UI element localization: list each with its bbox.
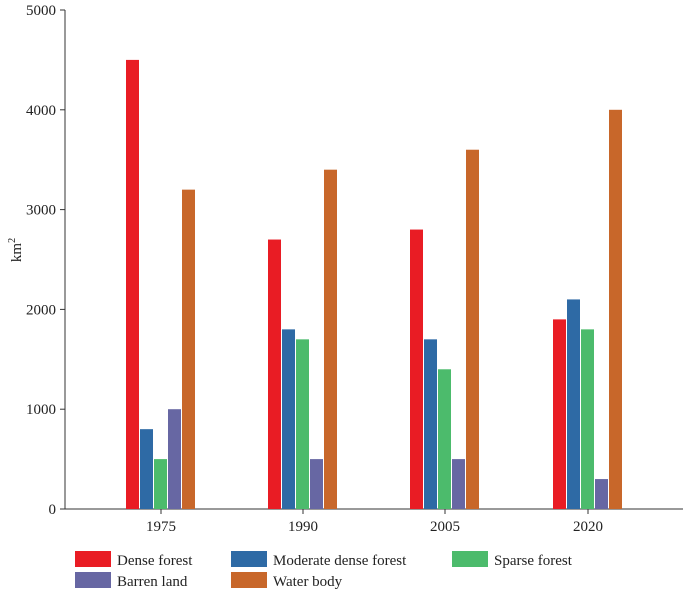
axes: 0 1000 2000 3000 4000 5000 km2 1975 1990 2005 2020 bbox=[7, 3, 683, 535]
legend: Dense forest Moderate dense forest Sparse … bbox=[75, 551, 573, 590]
bar-water-body-1975 bbox=[182, 189, 195, 509]
x-tick-label: 1975 bbox=[146, 519, 176, 535]
bar-water-body-2020 bbox=[609, 109, 622, 510]
bar-dense-forest-2005 bbox=[410, 229, 423, 509]
legend-swatch-water-body bbox=[231, 572, 267, 588]
bar-dense-forest-2020 bbox=[553, 319, 566, 509]
legend-label-sparse-forest: Sparse forest bbox=[494, 553, 573, 569]
x-tick-label: 2020 bbox=[573, 519, 603, 535]
bar-dense-forest-1975 bbox=[126, 59, 139, 510]
legend-label-moderate-dense-forest: Moderate dense forest bbox=[273, 553, 407, 569]
x-tick-label: 2005 bbox=[430, 519, 460, 535]
bar-sparse-forest-2020 bbox=[581, 329, 594, 509]
y-tick-label: 5000 bbox=[26, 3, 56, 19]
y-tick-label: 0 bbox=[49, 502, 57, 518]
bar-barren-land-2020 bbox=[595, 479, 608, 509]
y-tick-label: 3000 bbox=[26, 203, 56, 219]
bar-barren-land-1975 bbox=[168, 409, 181, 509]
bar-barren-land-2005 bbox=[452, 459, 465, 509]
bar-moderate-dense-forest-2020 bbox=[567, 299, 580, 509]
legend-swatch-dense-forest bbox=[75, 551, 111, 567]
bar-sparse-forest-2005 bbox=[438, 369, 451, 509]
bar-barren-land-1990 bbox=[310, 459, 323, 509]
y-tick-label: 4000 bbox=[26, 103, 56, 119]
bars bbox=[126, 59, 622, 510]
legend-swatch-barren-land bbox=[75, 572, 111, 588]
legend-swatch-sparse-forest bbox=[452, 551, 488, 567]
bar-dense-forest-1990 bbox=[268, 239, 281, 510]
legend-label-water-body: Water body bbox=[273, 574, 343, 590]
bar-sparse-forest-1990 bbox=[296, 339, 309, 509]
x-tick-label: 1990 bbox=[288, 519, 318, 535]
legend-label-barren-land: Barren land bbox=[117, 574, 188, 590]
legend-swatch-moderate-dense-forest bbox=[231, 551, 267, 567]
bar-water-body-1990 bbox=[324, 169, 337, 509]
y-tick-label: 2000 bbox=[26, 302, 56, 318]
y-tick-label: 1000 bbox=[26, 402, 56, 418]
bar-sparse-forest-1975 bbox=[154, 459, 167, 509]
bar-moderate-dense-forest-1975 bbox=[140, 429, 153, 509]
bar-moderate-dense-forest-2005 bbox=[424, 339, 437, 509]
bar-water-body-2005 bbox=[466, 149, 479, 509]
y-axis-label: km2 bbox=[7, 238, 25, 262]
legend-label-dense-forest: Dense forest bbox=[117, 553, 193, 569]
bar-moderate-dense-forest-1990 bbox=[282, 329, 295, 509]
